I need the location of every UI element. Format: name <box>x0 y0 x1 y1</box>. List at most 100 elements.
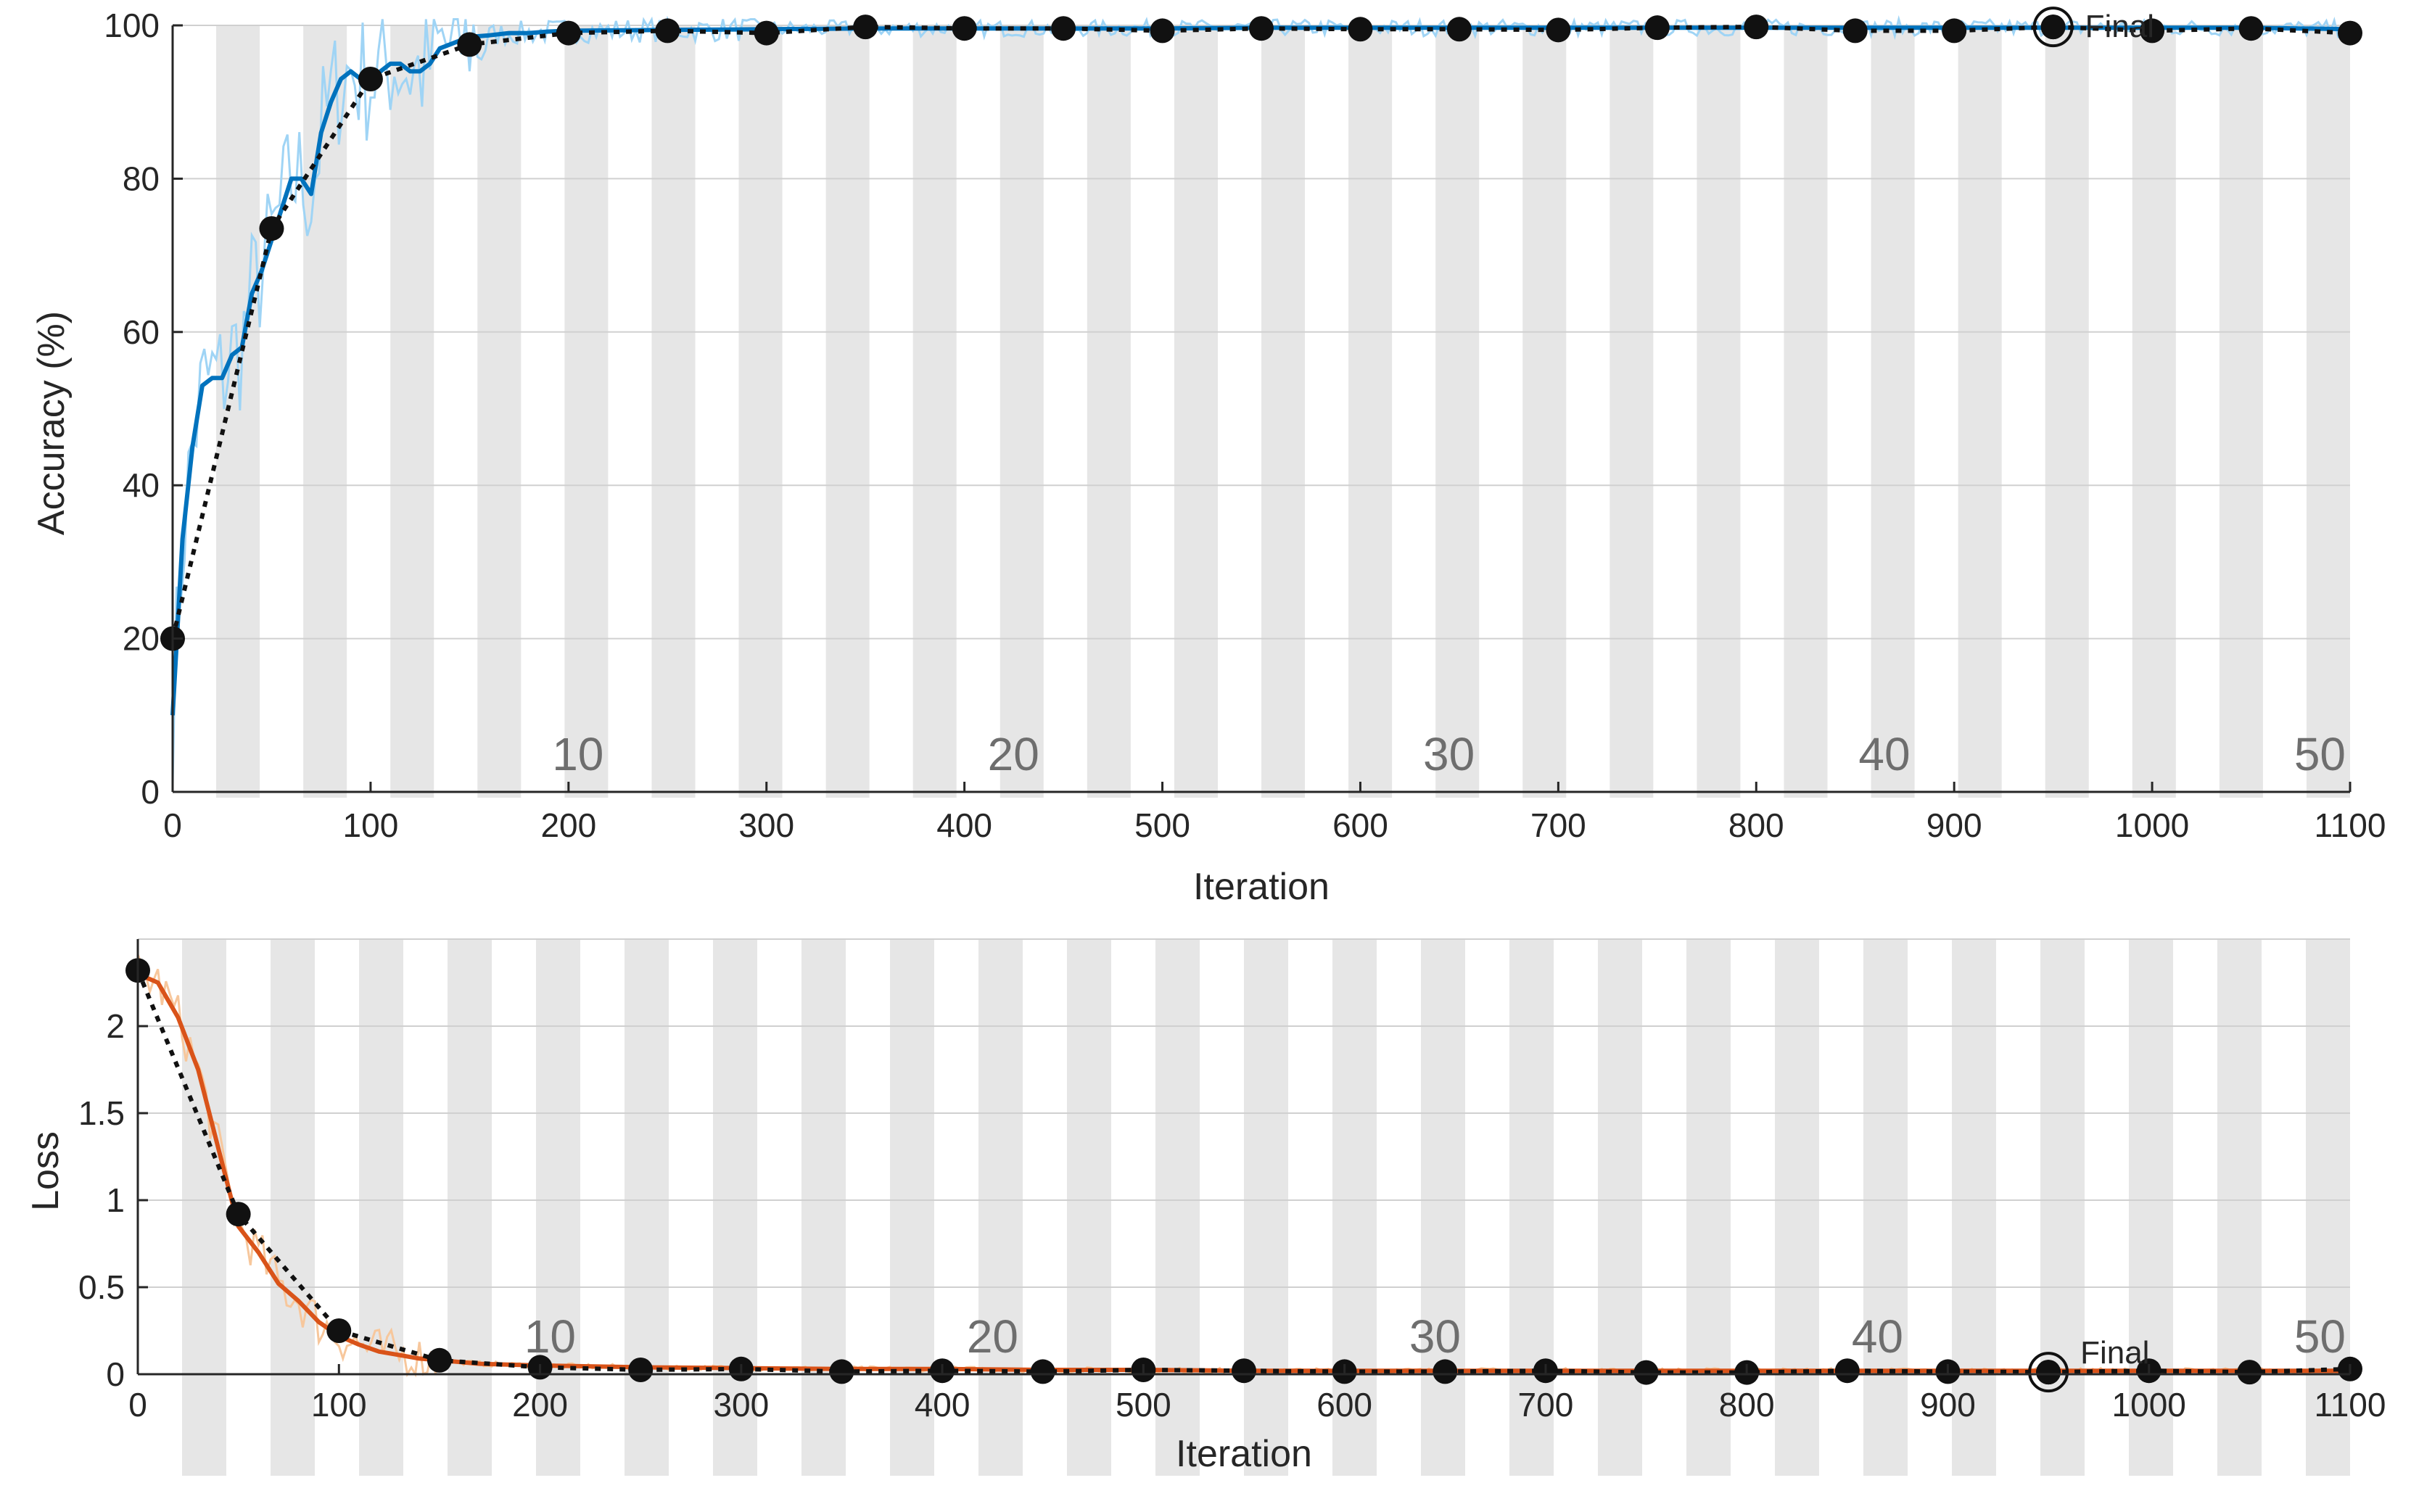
loss-validation-point <box>226 1202 251 1227</box>
loss-x-tick-label: 1000 <box>2112 1386 2186 1424</box>
loss-epoch-band <box>1155 939 1200 1476</box>
accuracy-epoch-band <box>564 25 609 798</box>
accuracy-x-axis-label: Iteration <box>1193 866 1330 908</box>
accuracy-validation-point <box>1842 18 1868 44</box>
accuracy-validation-point <box>1546 17 1571 43</box>
loss-epoch-label: 20 <box>967 1310 1018 1363</box>
accuracy-epoch-band <box>2306 25 2350 798</box>
loss-validation-point <box>1030 1359 1055 1384</box>
loss-validation-point <box>829 1359 854 1384</box>
loss-x-tick-label: 300 <box>713 1386 769 1424</box>
accuracy-epoch-band <box>1871 25 1915 798</box>
accuracy-validation-point <box>2338 20 2362 46</box>
loss-x-tick-label: 100 <box>311 1386 367 1424</box>
loss-epoch-band <box>182 939 226 1476</box>
loss-epoch-band <box>1509 939 1554 1476</box>
loss-epoch-band <box>2217 939 2262 1476</box>
loss-x-tick-label: 500 <box>1116 1386 1171 1424</box>
accuracy-validation-point <box>2238 16 2264 41</box>
accuracy-epoch-label: 30 <box>1423 728 1475 780</box>
accuracy-validation-point <box>358 66 383 91</box>
loss-x-tick-label: 900 <box>1920 1386 1976 1424</box>
accuracy-epoch-band <box>303 25 347 798</box>
loss-epoch-band <box>1775 939 1819 1476</box>
loss-final-label: Final <box>2080 1335 2149 1371</box>
accuracy-validation-point <box>655 18 680 44</box>
loss-x-axis-label: Iteration <box>1176 1433 1312 1475</box>
loss-epoch-band <box>801 939 846 1476</box>
loss-epoch-band <box>2129 939 2173 1476</box>
accuracy-epoch-band <box>390 25 434 798</box>
loss-x-tick-label: 800 <box>1719 1386 1775 1424</box>
loss-epoch-band <box>1598 939 1642 1476</box>
loss-x-tick-label: 600 <box>1316 1386 1372 1424</box>
accuracy-epoch-band <box>1000 25 1044 798</box>
accuracy-epoch-band <box>1522 25 1567 798</box>
accuracy-validation-point <box>1150 18 1175 44</box>
accuracy-x-tick-label: 300 <box>738 806 794 844</box>
accuracy-epoch-band <box>738 25 783 798</box>
accuracy-validation-point <box>1446 17 1472 42</box>
loss-epoch-band <box>1686 939 1731 1476</box>
accuracy-y-tick-label: 60 <box>123 313 160 351</box>
loss-epoch-label: 10 <box>524 1310 576 1363</box>
accuracy-epoch-band <box>2132 25 2176 798</box>
accuracy-epoch-band <box>1697 25 1741 798</box>
accuracy-x-tick-label: 100 <box>343 806 399 844</box>
loss-final-marker-point <box>2036 1360 2061 1385</box>
loss-x-tick-label: 1100 <box>2315 1386 2386 1424</box>
loss-epoch-band <box>1332 939 1377 1476</box>
accuracy-epoch-band <box>1348 25 1393 798</box>
accuracy-epoch-label: 40 <box>1858 728 1910 780</box>
accuracy-epoch-band <box>1784 25 1828 798</box>
loss-validation-point <box>1633 1360 1659 1385</box>
accuracy-validation-point <box>2140 18 2165 44</box>
loss-epoch-band <box>359 939 403 1476</box>
accuracy-x-tick-label: 500 <box>1134 806 1190 844</box>
loss-x-tick-label: 400 <box>915 1386 970 1424</box>
accuracy-epoch-band <box>1435 25 1480 798</box>
loss-training-smoothed-line <box>136 972 2350 1373</box>
accuracy-final-marker-point <box>2040 15 2066 40</box>
loss-y-tick-label: 1 <box>106 1181 125 1219</box>
loss-epoch-label: 50 <box>2294 1310 2346 1363</box>
loss-epoch-band <box>448 939 492 1476</box>
loss-epoch-band <box>625 939 669 1476</box>
loss-validation-point <box>2237 1360 2262 1385</box>
loss-epoch-band <box>2040 939 2085 1476</box>
accuracy-validation-point <box>457 32 482 57</box>
accuracy-epoch-band <box>825 25 870 798</box>
accuracy-x-tick-label: 1100 <box>2315 806 2386 844</box>
accuracy-final-marker-ring <box>2032 7 2074 48</box>
loss-x-tick-label: 200 <box>512 1386 568 1424</box>
accuracy-validation-point <box>259 216 284 241</box>
accuracy-validation-point <box>1249 16 1274 41</box>
accuracy-epoch-band <box>1958 25 2002 798</box>
accuracy-y-tick-label: 40 <box>123 466 160 504</box>
accuracy-validation-point <box>754 20 779 46</box>
accuracy-validation-point <box>853 15 878 40</box>
accuracy-epoch-label: 10 <box>552 728 603 780</box>
accuracy-validation-point <box>1051 16 1076 41</box>
accuracy-epoch-band <box>477 25 522 798</box>
accuracy-epoch-band <box>216 25 260 798</box>
accuracy-final-label: Final <box>2085 9 2154 44</box>
accuracy-epoch-bands <box>216 25 2350 798</box>
loss-epoch-band <box>1244 939 1288 1476</box>
loss-epoch-bands <box>182 939 2350 1476</box>
loss-epoch-band <box>1421 939 1465 1476</box>
accuracy-epoch-band <box>1087 25 1131 798</box>
loss-validation-point <box>426 1347 452 1373</box>
loss-epoch-band <box>1863 939 1908 1476</box>
loss-epoch-band <box>536 939 580 1476</box>
loss-epoch-band <box>1067 939 1111 1476</box>
loss-epoch-band <box>2306 939 2350 1476</box>
accuracy-validation-line <box>170 25 2351 640</box>
loss-validation-point <box>1834 1358 1860 1384</box>
loss-validation-point <box>628 1358 654 1382</box>
accuracy-epoch-band <box>1610 25 1654 798</box>
accuracy-validation-point <box>1744 15 1769 40</box>
